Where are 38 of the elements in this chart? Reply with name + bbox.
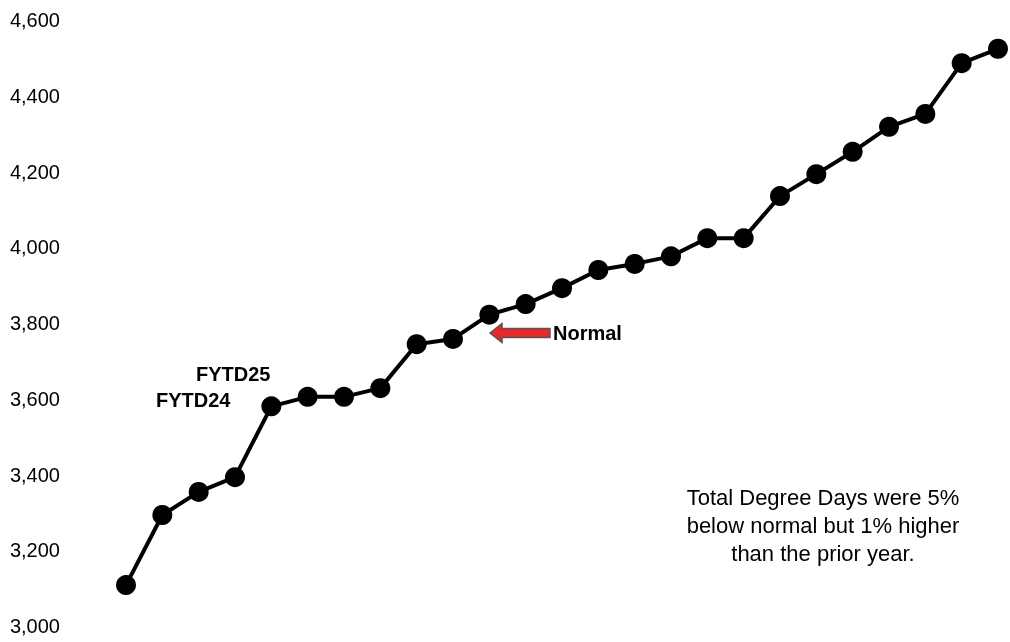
point xyxy=(116,575,136,596)
point xyxy=(806,164,827,185)
annotation: FYTD24 xyxy=(156,388,231,413)
y-tick-label: 3,200 xyxy=(9,539,60,562)
point xyxy=(915,103,936,124)
point xyxy=(370,378,391,399)
point xyxy=(297,386,318,407)
y-tick-label: 3,800 xyxy=(9,312,60,334)
point xyxy=(515,294,536,315)
point xyxy=(261,396,282,417)
annotation: Total Degree Days were 5% below normal but 1% higher than the prior year. xyxy=(685,484,961,569)
point xyxy=(951,53,972,74)
point xyxy=(733,228,754,249)
y-tick-label: 3,000 xyxy=(9,615,60,637)
point xyxy=(697,228,718,249)
point xyxy=(334,386,354,407)
point xyxy=(842,141,863,162)
point xyxy=(443,328,463,349)
point xyxy=(225,467,245,488)
point xyxy=(188,481,209,502)
point xyxy=(770,186,790,207)
annotation: FYTD25 xyxy=(196,362,271,387)
point xyxy=(406,334,427,355)
y-tick-label: 4,400 xyxy=(9,84,60,107)
point xyxy=(152,505,173,526)
point xyxy=(661,246,681,267)
y-tick-label: 3,600 xyxy=(9,387,60,410)
y-tick-label: 3,400 xyxy=(9,463,60,486)
point xyxy=(552,278,572,299)
point xyxy=(879,116,899,137)
y-tick-label: 4,000 xyxy=(9,236,60,259)
point xyxy=(624,253,645,274)
point xyxy=(588,259,609,280)
y-tick-label: 4,200 xyxy=(9,160,60,183)
point xyxy=(988,38,1008,59)
y-tick-label: 4,600 xyxy=(9,9,60,31)
point xyxy=(479,304,500,325)
annotation: Normal xyxy=(553,321,622,346)
